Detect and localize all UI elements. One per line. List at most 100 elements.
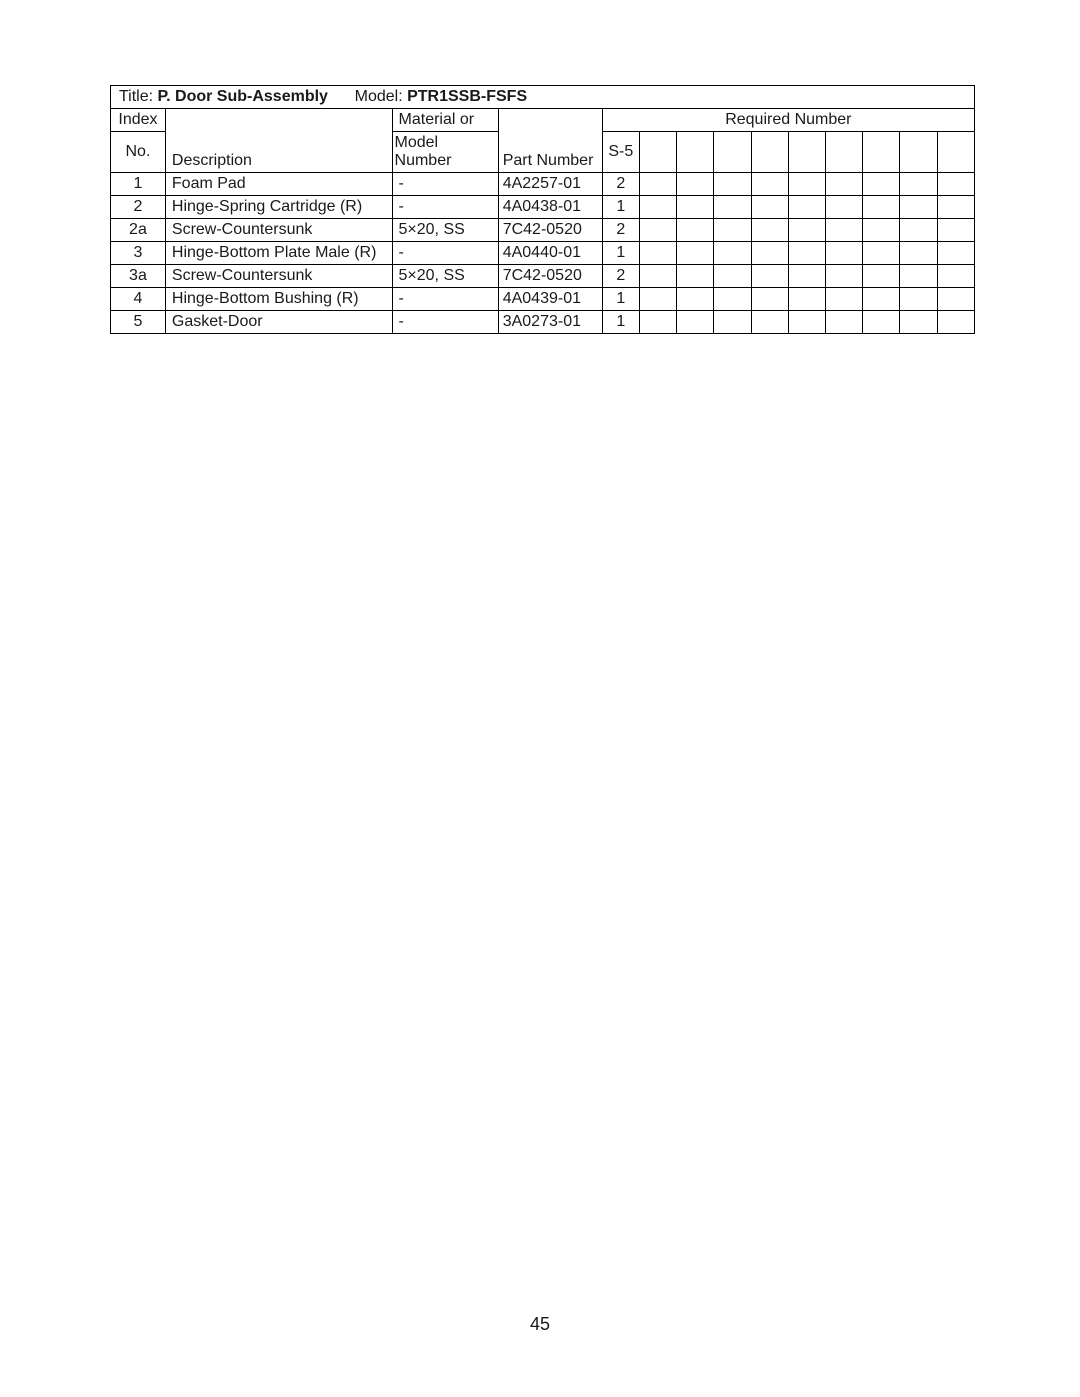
cell-req-empty xyxy=(863,265,900,288)
cell-req-empty xyxy=(826,265,863,288)
col-required-number: Required Number xyxy=(602,109,974,132)
col-req-1: S-5 xyxy=(602,132,639,173)
cell-req-empty xyxy=(714,219,751,242)
cell-req-1: 2 xyxy=(602,265,639,288)
cell-part-number: 7C42-0520 xyxy=(498,265,602,288)
cell-req-empty xyxy=(751,242,788,265)
cell-req-1: 1 xyxy=(602,311,639,334)
cell-req-empty xyxy=(900,219,937,242)
cell-index: 1 xyxy=(111,173,166,196)
cell-req-empty xyxy=(863,242,900,265)
cell-req-empty xyxy=(639,242,676,265)
model-value: PTR1SSB-FSFS xyxy=(407,88,527,105)
cell-description: Hinge-Bottom Bushing (R) xyxy=(165,288,392,311)
title-value: P. Door Sub-Assembly xyxy=(158,88,328,105)
col-material-top: Material or xyxy=(392,109,498,132)
cell-req-empty xyxy=(826,288,863,311)
cell-req-empty xyxy=(826,311,863,334)
cell-req-empty xyxy=(714,196,751,219)
table-row: 3 Hinge-Bottom Plate Male (R) - 4A0440-0… xyxy=(111,242,975,265)
cell-req-empty xyxy=(677,173,714,196)
cell-req-empty xyxy=(863,219,900,242)
cell-req-empty xyxy=(714,311,751,334)
cell-material: 5×20, SS xyxy=(392,219,498,242)
cell-req-empty xyxy=(788,219,825,242)
cell-req-empty xyxy=(677,288,714,311)
cell-part-number: 4A0438-01 xyxy=(498,196,602,219)
col-req-8 xyxy=(863,132,900,173)
col-req-4 xyxy=(714,132,751,173)
col-req-10 xyxy=(937,132,974,173)
cell-part-number: 4A0439-01 xyxy=(498,288,602,311)
cell-req-empty xyxy=(639,219,676,242)
col-material-bottom: Model Number xyxy=(392,132,498,173)
cell-material: - xyxy=(392,288,498,311)
cell-req-empty xyxy=(900,265,937,288)
table-row: 2a Screw-Countersunk 5×20, SS 7C42-0520 … xyxy=(111,219,975,242)
cell-req-empty xyxy=(788,311,825,334)
col-description: Description xyxy=(165,109,392,173)
cell-description: Gasket-Door xyxy=(165,311,392,334)
cell-req-empty xyxy=(714,265,751,288)
cell-req-empty xyxy=(677,242,714,265)
cell-description: Hinge-Spring Cartridge (R) xyxy=(165,196,392,219)
col-req-3 xyxy=(677,132,714,173)
cell-req-empty xyxy=(788,242,825,265)
col-req-7 xyxy=(826,132,863,173)
cell-req-empty xyxy=(677,265,714,288)
col-index-bottom: No. xyxy=(111,132,166,173)
model-label: Model: xyxy=(355,88,407,105)
cell-req-empty xyxy=(714,242,751,265)
cell-req-empty xyxy=(639,196,676,219)
cell-req-empty xyxy=(900,196,937,219)
cell-req-empty xyxy=(788,265,825,288)
cell-req-empty xyxy=(937,265,974,288)
cell-req-empty xyxy=(788,173,825,196)
cell-req-empty xyxy=(639,288,676,311)
cell-req-empty xyxy=(826,173,863,196)
page-container: Title: P. Door Sub-Assembly Model: PTR1S… xyxy=(0,0,1080,334)
cell-req-empty xyxy=(751,219,788,242)
title-spacer xyxy=(328,88,355,105)
col-req-9 xyxy=(900,132,937,173)
title-label: Title: xyxy=(119,88,158,105)
cell-req-empty xyxy=(937,219,974,242)
cell-part-number: 4A2257-01 xyxy=(498,173,602,196)
cell-req-empty xyxy=(788,196,825,219)
cell-description: Foam Pad xyxy=(165,173,392,196)
cell-req-1: 2 xyxy=(602,173,639,196)
cell-req-empty xyxy=(677,219,714,242)
cell-index: 2 xyxy=(111,196,166,219)
cell-req-1: 1 xyxy=(602,288,639,311)
title-row: Title: P. Door Sub-Assembly Model: PTR1S… xyxy=(111,86,975,109)
cell-part-number: 7C42-0520 xyxy=(498,219,602,242)
cell-req-empty xyxy=(826,196,863,219)
cell-req-empty xyxy=(937,173,974,196)
table-row: 3a Screw-Countersunk 5×20, SS 7C42-0520 … xyxy=(111,265,975,288)
page-number: 45 xyxy=(0,1314,1080,1335)
title-cell: Title: P. Door Sub-Assembly Model: PTR1S… xyxy=(111,86,975,109)
table-row: 4 Hinge-Bottom Bushing (R) - 4A0439-01 1 xyxy=(111,288,975,311)
cell-req-empty xyxy=(937,196,974,219)
header-row-1: Index Description Material or Part Numbe… xyxy=(111,109,975,132)
cell-req-empty xyxy=(937,311,974,334)
cell-index: 2a xyxy=(111,219,166,242)
cell-part-number: 4A0440-01 xyxy=(498,242,602,265)
cell-index: 4 xyxy=(111,288,166,311)
cell-req-empty xyxy=(900,288,937,311)
cell-req-empty xyxy=(639,311,676,334)
cell-req-empty xyxy=(863,311,900,334)
cell-req-empty xyxy=(937,288,974,311)
cell-req-empty xyxy=(751,311,788,334)
cell-description: Screw-Countersunk xyxy=(165,265,392,288)
cell-material: 5×20, SS xyxy=(392,265,498,288)
cell-req-empty xyxy=(677,196,714,219)
cell-req-empty xyxy=(714,173,751,196)
cell-req-empty xyxy=(826,242,863,265)
cell-description: Screw-Countersunk xyxy=(165,219,392,242)
cell-req-empty xyxy=(863,173,900,196)
cell-index: 3 xyxy=(111,242,166,265)
cell-material: - xyxy=(392,173,498,196)
cell-req-empty xyxy=(826,219,863,242)
cell-req-empty xyxy=(677,311,714,334)
